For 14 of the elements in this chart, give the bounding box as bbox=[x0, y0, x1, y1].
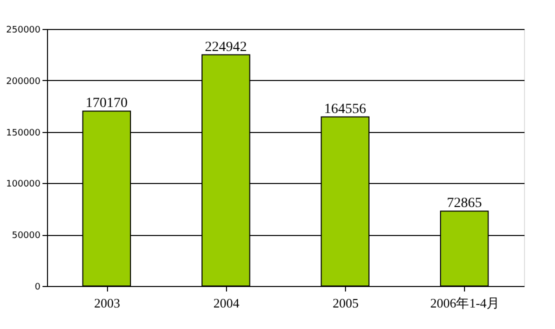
data-label: 72865 bbox=[446, 196, 482, 212]
y-tick-label: 250000 bbox=[6, 26, 41, 36]
y-tick-label: 100000 bbox=[6, 180, 41, 190]
x-tick-label: 2005 bbox=[332, 296, 359, 310]
y-tick-label: 150000 bbox=[6, 128, 41, 138]
x-tick-label: 2003 bbox=[94, 296, 120, 310]
x-tick-label: 2004 bbox=[213, 296, 240, 310]
x-tick-label: 2006年1-4月 bbox=[430, 296, 500, 310]
y-tick-label: 0 bbox=[34, 282, 41, 292]
data-label: 170170 bbox=[86, 96, 128, 112]
data-label: 164556 bbox=[324, 102, 366, 117]
y-tick-label: 50000 bbox=[12, 231, 41, 242]
y-tick-label: 200000 bbox=[6, 76, 41, 87]
data-label: 224942 bbox=[204, 40, 247, 55]
